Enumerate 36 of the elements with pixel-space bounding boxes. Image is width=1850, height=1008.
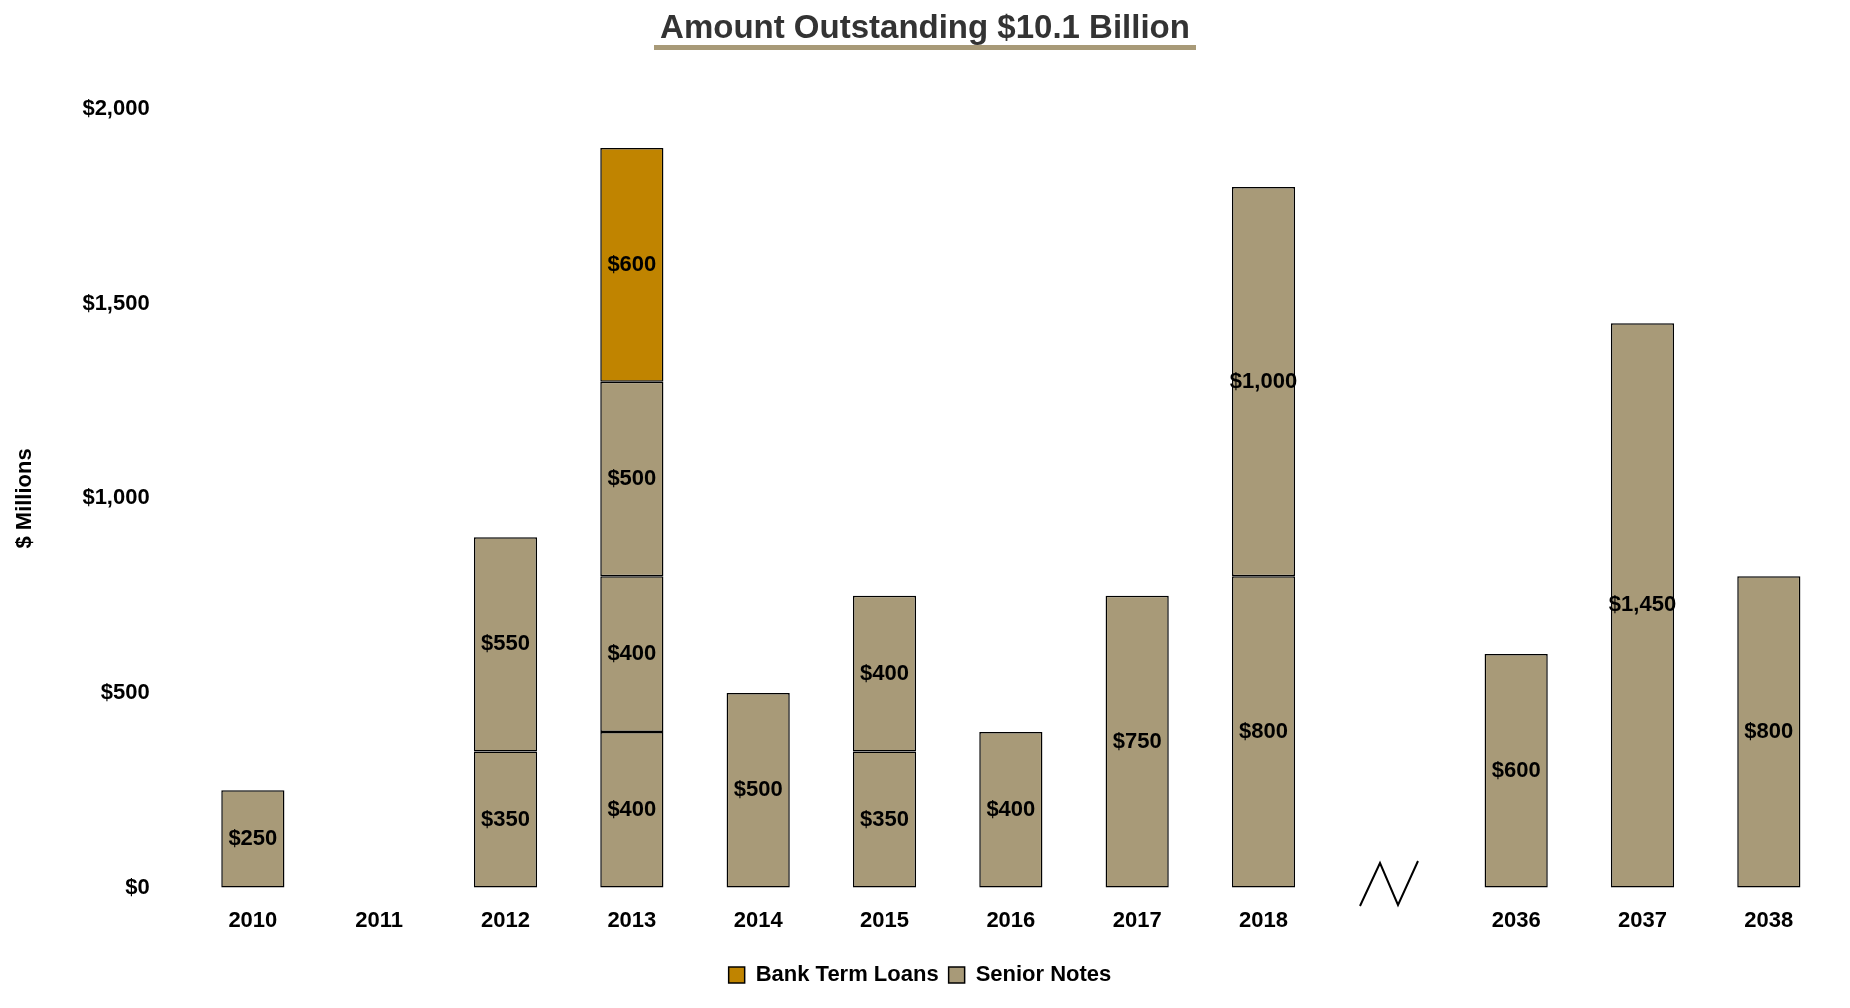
data-label: $600: [607, 250, 657, 276]
data-label: $550: [481, 630, 530, 656]
y-tick-label: $1,000: [82, 484, 150, 510]
x-tick-label: 2017: [1112, 906, 1162, 932]
x-tick-label: 2014: [733, 906, 784, 932]
data-label: $400: [607, 640, 657, 666]
data-label: $500: [607, 465, 657, 490]
legend-label: Bank Term Loans: [755, 961, 939, 987]
x-tick-label: 2038: [1744, 906, 1794, 932]
data-label: $800: [1744, 717, 1794, 743]
y-axis-title: $ Millions: [11, 448, 37, 549]
x-tick-label: 2037: [1618, 906, 1667, 932]
y-tick-label: $2,000: [82, 95, 150, 121]
x-tick-label: 2012: [481, 906, 530, 932]
x-tick-label: 2010: [228, 906, 278, 932]
x-tick-label: 2018: [1239, 906, 1288, 932]
data-label: $350: [860, 805, 909, 831]
y-tick-label: $500: [100, 679, 150, 705]
x-tick-label: 2011: [355, 906, 404, 932]
data-label: $800: [1239, 717, 1288, 743]
data-label: $400: [607, 795, 657, 821]
legend-label: Senior Notes: [975, 961, 1112, 987]
y-tick-label: $1,500: [82, 289, 150, 315]
data-label: $500: [733, 776, 783, 802]
x-tick-label: 2016: [986, 906, 1036, 932]
x-tick-label: 2036: [1491, 906, 1541, 932]
chart-title: Amount Outstanding $10.1 Billion: [654, 8, 1196, 50]
data-label: $400: [860, 659, 909, 685]
x-tick-label: 2013: [607, 906, 657, 932]
data-label: $350: [481, 805, 530, 831]
data-label: $250: [228, 825, 278, 851]
x-tick-label: 2015: [860, 906, 909, 932]
data-label: $600: [1491, 756, 1541, 782]
data-label: $750: [1112, 727, 1162, 753]
y-tick-label: $0: [125, 873, 150, 899]
data-label: $400: [986, 795, 1036, 821]
